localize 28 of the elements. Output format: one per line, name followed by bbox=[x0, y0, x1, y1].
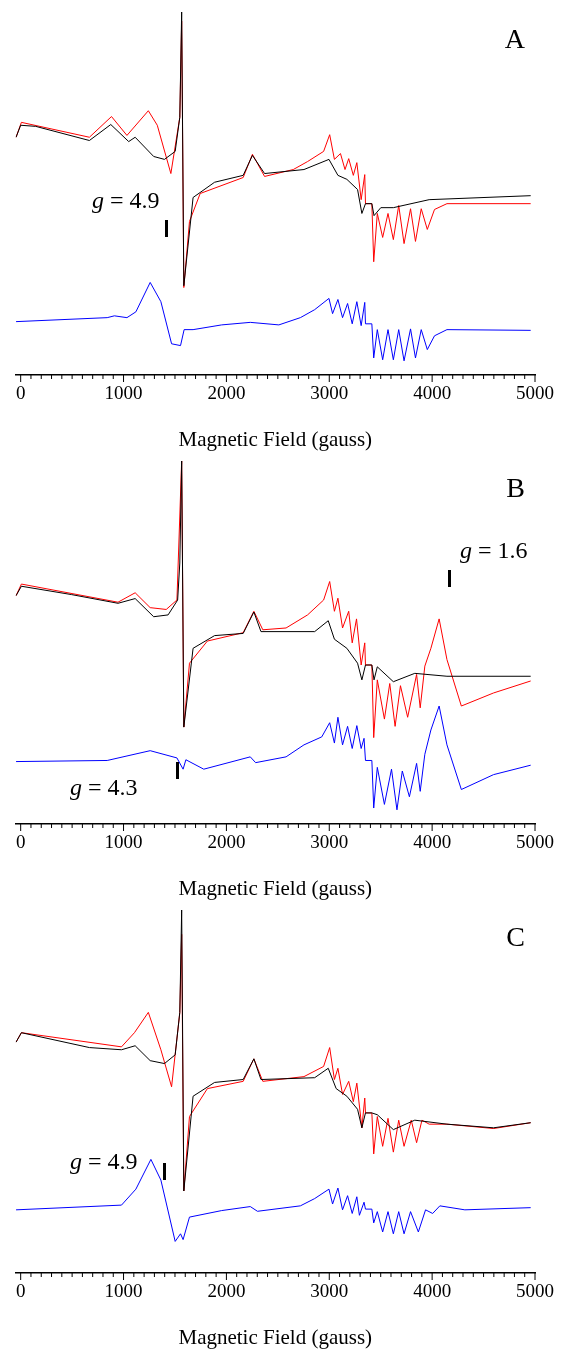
chart-title: A bbox=[504, 23, 526, 54]
x-tick-label: 1000 bbox=[104, 382, 143, 404]
x-tick-label: 0 bbox=[15, 1280, 26, 1302]
x-axis-title: Magnetic Field (gauss) bbox=[178, 426, 373, 451]
annotation: g = 4.9 bbox=[92, 186, 160, 214]
x-tick-label: 4000 bbox=[413, 1280, 452, 1302]
x-tick-label: 5000 bbox=[516, 382, 554, 404]
x-tick-label: 2000 bbox=[207, 1280, 246, 1302]
x-tick-label: 2000 bbox=[207, 831, 246, 853]
x-tick-label: 3000 bbox=[310, 382, 349, 404]
x-tick-label: 5000 bbox=[516, 1280, 554, 1302]
annotation: g = 4.9 bbox=[70, 1147, 138, 1175]
x-axis-title: Magnetic Field (gauss) bbox=[178, 875, 373, 900]
x-tick-label: 2000 bbox=[207, 382, 246, 404]
annotation: g = 1.6 bbox=[460, 536, 528, 564]
x-tick-label: 0 bbox=[15, 831, 26, 853]
x-tick-label: 0 bbox=[15, 382, 26, 404]
x-tick-label: 4000 bbox=[413, 382, 452, 404]
x-tick-label: 1000 bbox=[104, 1280, 143, 1302]
annotation: g = 4.3 bbox=[70, 773, 138, 801]
chart-title: B bbox=[506, 472, 525, 503]
x-axis-title: Magnetic Field (gauss) bbox=[178, 1324, 373, 1349]
x-tick-label: 3000 bbox=[310, 1280, 349, 1302]
x-tick-label: 1000 bbox=[104, 831, 143, 853]
x-tick-label: 4000 bbox=[413, 831, 452, 853]
x-tick-label: 3000 bbox=[310, 831, 349, 853]
x-tick-label: 5000 bbox=[516, 831, 554, 853]
chart-title: C bbox=[506, 921, 525, 952]
